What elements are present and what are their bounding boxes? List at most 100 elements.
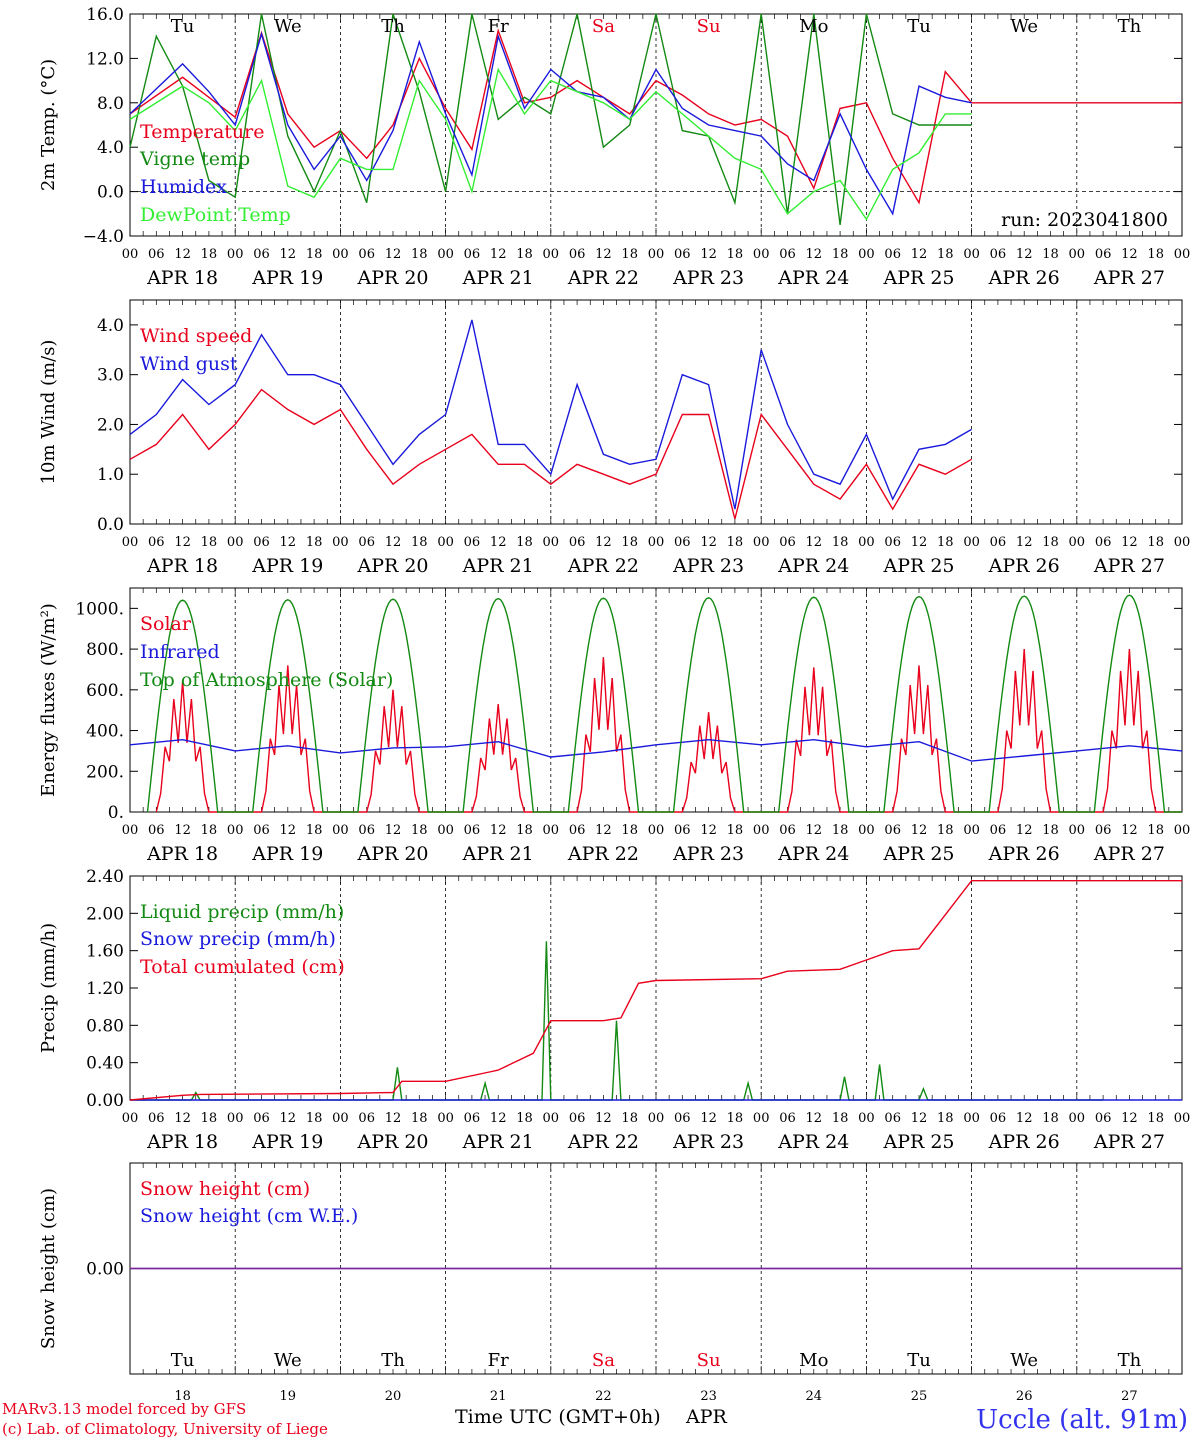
date-label: APR 20	[356, 843, 428, 865]
hour-tick-label: 12	[1016, 247, 1033, 262]
day-number: 26	[1016, 1389, 1033, 1404]
panel-3: 1000. 800. 600. 400. 200. 0. Energy fluxes (W/…	[38, 587, 1191, 865]
hour-tick-label: 00	[122, 247, 139, 262]
date-label: APR 23	[672, 267, 744, 289]
hour-tick-label: 06	[358, 535, 375, 550]
weekday-label: Th	[381, 16, 405, 37]
hour-tick-label: 18	[201, 535, 218, 550]
panels-group: 16.0 12.0 8.0 4.0 0.0 −4.0 2m Temp. (°C) 00 06 12…	[38, 5, 1190, 1404]
hour-tick-label: 18	[727, 247, 744, 262]
hour-tick-label: 00	[858, 823, 875, 838]
hour-tick-label: 06	[1095, 247, 1112, 262]
hour-tick-label: 18	[1042, 247, 1059, 262]
y-tick-label: 1.20	[86, 979, 124, 999]
series-line-top-of-atmosphere-solar-	[146, 594, 1182, 813]
hour-tick-label: 06	[148, 535, 165, 550]
y-tick-label: 2.0	[97, 415, 124, 435]
date-label: APR 25	[882, 267, 954, 289]
hour-tick-label: 12	[595, 1111, 612, 1126]
series-line-total-cumulated-cm-	[129, 880, 1182, 1101]
day-number: 20	[385, 1389, 402, 1404]
hour-tick-label: 12	[174, 823, 191, 838]
hour-tick-label: 06	[884, 1111, 901, 1126]
date-label: APR 25	[882, 843, 954, 865]
hour-tick-label: 06	[464, 1111, 481, 1126]
hour-tick-label: 00	[437, 535, 454, 550]
legend-entry: Total cumulated (cm)	[140, 956, 345, 978]
y-tick-label: 0.00	[86, 1091, 124, 1111]
series-group	[129, 880, 1182, 1101]
weekday-label: We	[1010, 16, 1038, 37]
hour-tick-label: 12	[1121, 1111, 1138, 1126]
hour-tick-label: 06	[779, 1111, 796, 1126]
weekday-label: Th	[381, 1350, 405, 1371]
date-label: APR 22	[567, 843, 639, 865]
hour-tick-label: 00	[543, 535, 560, 550]
hour-tick-label: 06	[569, 535, 586, 550]
date-label: APR 18	[146, 267, 218, 289]
weekday-label: Tu	[907, 16, 931, 37]
hour-tick-label: 18	[516, 1111, 533, 1126]
y-tick-label: 4.0	[97, 316, 124, 336]
series-line-wind-speed	[129, 388, 972, 520]
hour-tick-label: 06	[253, 823, 270, 838]
hour-tick-label: 06	[779, 247, 796, 262]
date-label: APR 27	[1093, 1131, 1165, 1153]
hour-tick-label: 06	[990, 823, 1007, 838]
date-label: APR 18	[146, 555, 218, 577]
hour-tick-label: 06	[464, 247, 481, 262]
legend-entry: Temperature	[140, 121, 264, 143]
x-axis-month: APR	[685, 1406, 728, 1428]
hour-tick-label: 12	[490, 823, 507, 838]
hour-tick-label: 18	[621, 1111, 638, 1126]
hour-tick-label: 06	[674, 823, 691, 838]
hour-tick-label: 12	[280, 535, 297, 550]
day-number: 23	[700, 1389, 717, 1404]
hour-tick-label: 18	[621, 535, 638, 550]
hour-tick-label: 06	[779, 535, 796, 550]
hour-tick-label: 18	[832, 535, 849, 550]
hour-tick-label: 12	[700, 247, 717, 262]
hour-tick-label: 12	[174, 1111, 191, 1126]
hour-tick-label: 00	[753, 535, 770, 550]
hour-tick-label: 00	[858, 1111, 875, 1126]
y-tick-label: 0.0	[97, 515, 124, 535]
weekday-label: We	[1010, 1350, 1038, 1371]
hour-tick-label: 06	[674, 535, 691, 550]
hour-tick-label: 06	[674, 1111, 691, 1126]
hour-tick-label: 00	[963, 247, 980, 262]
hour-tick-label: 00	[648, 823, 665, 838]
day-number: 25	[911, 1389, 928, 1404]
hour-tick-label: 06	[569, 823, 586, 838]
y-tick-label: 2.40	[86, 867, 124, 887]
hour-tick-label: 00	[753, 1111, 770, 1126]
date-label: APR 24	[777, 843, 849, 865]
series-line-wind-gust	[129, 319, 972, 510]
hour-tick-label: 06	[1095, 1111, 1112, 1126]
x-axis-title: Time UTC (GMT+0h)	[455, 1406, 661, 1428]
day-number: 24	[806, 1389, 823, 1404]
hour-tick-label: 18	[201, 823, 218, 838]
hour-tick-label: 12	[1016, 535, 1033, 550]
y-tick-label: 1000.	[75, 599, 124, 619]
date-label: APR 21	[462, 555, 534, 577]
hour-tick-label: 00	[543, 247, 560, 262]
date-label: APR 22	[567, 1131, 639, 1153]
footer-copyright-line: (c) Lab. of Climatology, University of L…	[2, 1420, 328, 1438]
hour-tick-label: 18	[306, 1111, 323, 1126]
hour-tick-label: 06	[569, 247, 586, 262]
weekday-label: Su	[697, 16, 721, 37]
hour-tick-label: 18	[1042, 535, 1059, 550]
hour-tick-label: 06	[1095, 823, 1112, 838]
hour-tick-label: 00	[753, 823, 770, 838]
hour-tick-label: 00	[1174, 823, 1191, 838]
legend-entry: Vigne temp	[139, 148, 250, 170]
run-annotation: run: 2023041800	[1001, 209, 1168, 231]
weekday-label: Mo	[799, 1350, 828, 1371]
hour-tick-label: 06	[990, 535, 1007, 550]
hour-tick-label: 06	[990, 247, 1007, 262]
hour-tick-label: 00	[1069, 247, 1086, 262]
y-axis-title: Snow height (cm)	[38, 1188, 59, 1349]
date-label: APR 23	[672, 555, 744, 577]
hour-tick-label: 06	[358, 823, 375, 838]
